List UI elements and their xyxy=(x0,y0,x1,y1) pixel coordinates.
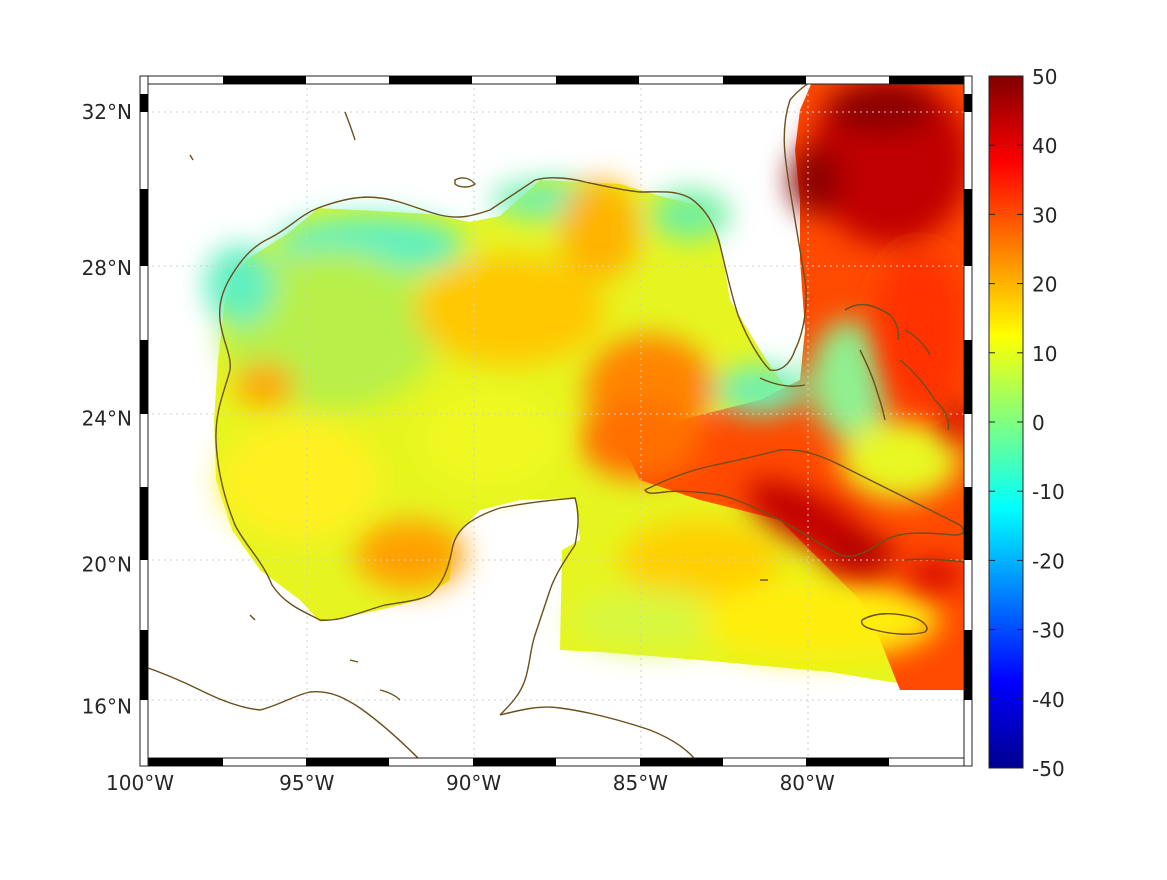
grid xyxy=(140,76,972,766)
colorbar-tick-label: 30 xyxy=(1032,203,1057,227)
colorbar-tick-label: -30 xyxy=(1032,619,1065,643)
lon-tick-label: 85°W xyxy=(613,771,668,795)
lon-tick-label: 100°W xyxy=(106,771,174,795)
colorbar-tick-label: -40 xyxy=(1032,688,1065,712)
colorbar-tick-label: -10 xyxy=(1032,480,1065,504)
longitude-axis: 100°W 95°W 90°W 85°W 80°W xyxy=(106,771,835,795)
colorbar: 50 40 30 20 10 0 -10 -20 -30 -40 -50 xyxy=(988,65,1065,781)
lon-tick-label: 90°W xyxy=(446,771,501,795)
lat-tick-label: 20°N xyxy=(82,552,132,576)
colorbar-tick-label: 50 xyxy=(1032,65,1057,89)
colorbar-tick-label: 10 xyxy=(1032,342,1057,366)
lat-tick-label: 32°N xyxy=(82,100,132,124)
colorbar-tick-label: 40 xyxy=(1032,134,1057,158)
data-field xyxy=(205,76,970,690)
colorbar-tick-label: -20 xyxy=(1032,549,1065,573)
lat-tick-label: 24°N xyxy=(82,407,132,431)
colorbar-tick-label: 20 xyxy=(1032,273,1057,297)
lon-tick-label: 95°W xyxy=(279,771,334,795)
colorbar-tick-label: 0 xyxy=(1032,411,1045,435)
colorbar-tick-label: -50 xyxy=(1032,757,1065,781)
latitude-axis: 32°N 28°N 24°N 20°N 16°N xyxy=(82,100,132,718)
lat-tick-label: 28°N xyxy=(82,256,132,280)
coastlines xyxy=(140,76,966,766)
lon-tick-label: 80°W xyxy=(780,771,835,795)
lat-tick-label: 16°N xyxy=(82,694,132,718)
colorbar-ticks: 50 40 30 20 10 0 -10 -20 -30 -40 -50 xyxy=(989,65,1065,781)
map-frame xyxy=(139,75,973,767)
